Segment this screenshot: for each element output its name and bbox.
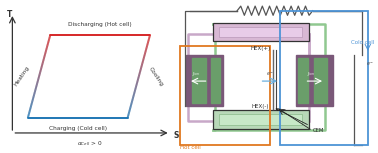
Bar xyxy=(211,58,220,103)
Text: Heating: Heating xyxy=(13,65,30,88)
Bar xyxy=(186,55,209,106)
Text: HEX(-): HEX(-) xyxy=(252,104,270,109)
Text: $J_{ion}$: $J_{ion}$ xyxy=(307,70,314,78)
Text: $e^-$: $e^-$ xyxy=(366,60,374,68)
Text: $e^-$: $e^-$ xyxy=(266,71,274,78)
Text: $\alpha_{Cell}$ > 0: $\alpha_{Cell}$ > 0 xyxy=(77,139,102,148)
Text: CEM: CEM xyxy=(276,109,324,133)
Bar xyxy=(298,58,308,103)
Bar xyxy=(213,110,308,129)
Bar xyxy=(219,114,302,125)
Text: Hot cell: Hot cell xyxy=(180,145,201,150)
Bar xyxy=(314,58,327,103)
Text: Discharging (Hot cell): Discharging (Hot cell) xyxy=(68,22,132,27)
Bar xyxy=(311,55,333,106)
Text: T: T xyxy=(7,10,12,19)
Bar xyxy=(219,27,302,37)
Bar xyxy=(209,55,223,106)
Text: Cold cell: Cold cell xyxy=(351,40,374,45)
Bar xyxy=(213,23,308,41)
Text: Charging (Cold cell): Charging (Cold cell) xyxy=(49,126,107,131)
Bar xyxy=(192,58,206,103)
Bar xyxy=(180,46,270,145)
Text: S: S xyxy=(173,131,178,140)
Bar xyxy=(296,55,311,106)
Text: $J_{ion}$: $J_{ion}$ xyxy=(192,70,200,78)
Text: HEX(+): HEX(+) xyxy=(251,46,271,51)
Bar xyxy=(280,11,368,145)
Text: Cooling: Cooling xyxy=(148,66,164,87)
